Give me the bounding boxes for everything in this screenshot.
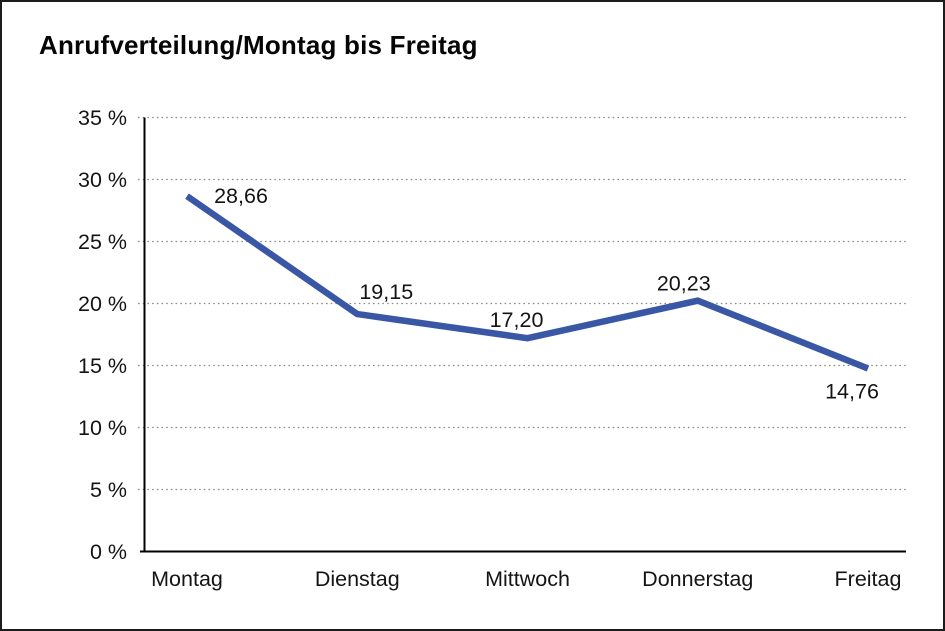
data-point-label: 14,76 [825,379,879,403]
chart-title: Anrufverteilung/Montag bis Freitag [39,30,478,60]
y-tick-label: 0 % [90,540,127,564]
x-category-label: Freitag [835,567,902,591]
y-tick-label: 30 % [78,168,127,192]
y-tick-label: 15 % [78,354,127,378]
data-point-label: 28,66 [214,184,268,208]
y-tick-label: 10 % [78,416,127,440]
y-tick-label: 20 % [78,292,127,316]
data-line [185,193,870,372]
x-category-label: Donnerstag [642,567,753,591]
data-point-label: 17,20 [490,308,544,332]
y-tick-label: 5 % [90,478,127,502]
y-tick-label: 25 % [78,230,127,254]
x-category-label: Montag [151,567,223,591]
y-tick-label: 35 % [78,106,127,130]
data-point-label: 20,23 [657,272,711,296]
data-point-label: 19,15 [359,280,413,304]
x-category-label: Mittwoch [485,567,570,591]
x-category-label: Dienstag [315,567,400,591]
